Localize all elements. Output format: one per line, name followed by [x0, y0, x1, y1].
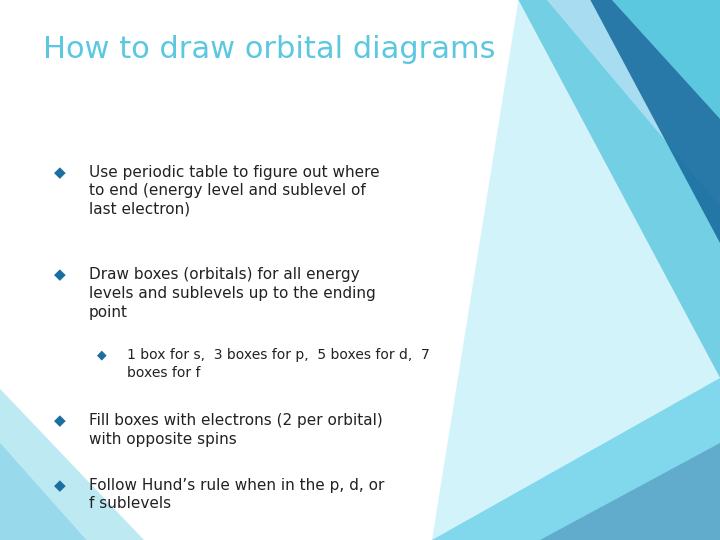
Text: How to draw orbital diagrams: How to draw orbital diagrams: [43, 35, 495, 64]
Text: ◆: ◆: [54, 413, 66, 428]
Polygon shape: [540, 443, 720, 540]
Text: ◆: ◆: [54, 478, 66, 493]
Polygon shape: [612, 0, 720, 119]
Text: Use periodic table to figure out where
to end (energy level and sublevel of
last: Use periodic table to figure out where t…: [89, 165, 379, 217]
Text: ◆: ◆: [97, 348, 107, 361]
Text: ◆: ◆: [54, 267, 66, 282]
Polygon shape: [590, 0, 720, 243]
Text: 1 box for s,  3 boxes for p,  5 boxes for d,  7
boxes for f: 1 box for s, 3 boxes for p, 5 boxes for …: [127, 348, 430, 380]
Polygon shape: [432, 378, 720, 540]
Polygon shape: [432, 0, 720, 540]
Text: Draw boxes (orbitals) for all energy
levels and sublevels up to the ending
point: Draw boxes (orbitals) for all energy lev…: [89, 267, 375, 320]
Text: ◆: ◆: [54, 165, 66, 180]
Polygon shape: [0, 443, 86, 540]
Text: Follow Hund’s rule when in the p, d, or
f sublevels: Follow Hund’s rule when in the p, d, or …: [89, 478, 384, 511]
Text: Fill boxes with electrons (2 per orbital)
with opposite spins: Fill boxes with electrons (2 per orbital…: [89, 413, 382, 447]
Polygon shape: [547, 0, 720, 205]
Polygon shape: [0, 389, 144, 540]
Polygon shape: [518, 0, 720, 378]
